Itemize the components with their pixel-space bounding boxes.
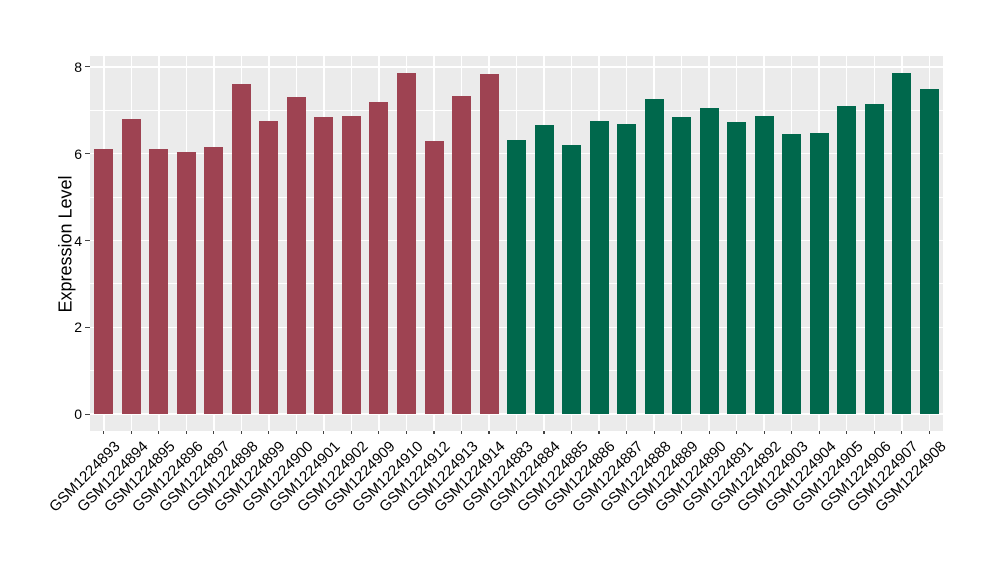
x-tick-mark [653,431,655,434]
bar-GSM1224897 [204,147,224,414]
bar-GSM1224908 [919,88,939,415]
bar-GSM1224914 [479,74,499,414]
x-tick-mark [213,431,215,434]
bar-GSM1224906 [864,103,884,414]
y-tick-mark [85,413,90,415]
x-tick-mark [405,431,407,434]
bar-GSM1224891 [727,122,747,415]
bar-GSM1224896 [176,151,196,415]
x-tick-mark [763,431,765,434]
bar-GSM1224910 [396,73,416,415]
x-tick-mark [158,431,160,434]
bar-GSM1224899 [259,121,279,415]
y-tick-mark [85,326,90,328]
bar-GSM1224885 [562,145,581,415]
x-tick-mark [818,431,820,434]
x-tick-mark [928,431,930,434]
y-tick-label: 4 [74,232,82,249]
x-tick-mark [543,431,545,434]
bar-GSM1224890 [699,108,719,415]
bar-GSM1224892 [754,115,774,415]
bar-GSM1224886 [589,120,609,415]
bar-GSM1224904 [809,132,829,415]
x-tick-mark [350,431,352,434]
x-tick-mark [433,431,435,434]
bar-GSM1224913 [452,95,471,414]
bar-GSM1224884 [534,125,554,415]
x-tick-mark [736,431,738,434]
x-tick-mark [295,431,297,434]
x-tick-mark [103,431,105,434]
x-tick-mark [515,431,518,434]
bar-GSM1224895 [149,149,169,415]
x-tick-mark [791,431,793,434]
x-tick-mark [846,431,848,434]
y-tick-label: 8 [74,58,82,75]
x-tick-mark [570,431,573,434]
bar-GSM1224902 [341,115,361,415]
x-tick-mark [626,431,628,434]
x-tick-mark [240,431,242,434]
y-tick-label: 2 [74,319,82,336]
x-tick-mark [708,431,710,434]
y-tick-label: 0 [74,406,82,423]
x-tick-mark [488,431,490,434]
bar-GSM1224905 [837,105,857,415]
bar-GSM1224894 [121,118,141,414]
x-tick-mark [185,431,187,434]
bar-GSM1224898 [231,84,251,415]
x-tick-mark [268,431,270,434]
bar-GSM1224901 [314,117,334,415]
bar-GSM1224889 [672,117,692,415]
bar-GSM1224903 [782,134,802,414]
bar-GSM1224912 [424,140,444,414]
x-tick-mark [323,431,325,434]
x-tick-mark [378,431,380,434]
plot-panel [90,56,943,431]
bar-GSM1224900 [286,97,306,414]
x-tick-mark [460,431,463,434]
bar-GSM1224893 [94,149,114,415]
x-tick-mark [130,431,132,434]
bar-GSM1224887 [617,124,637,414]
x-tick-mark [598,431,600,434]
y-tick-mark [85,66,90,68]
bar-GSM1224883 [507,139,526,415]
bar-GSM1224907 [892,73,912,415]
x-tick-mark [901,431,903,434]
y-tick-mark [85,153,90,155]
y-tick-label: 6 [74,145,82,162]
bar-GSM1224888 [644,99,664,415]
x-tick-mark [681,431,683,434]
y-tick-mark [85,240,90,241]
bar-GSM1224909 [369,101,389,415]
x-tick-mark [873,431,875,434]
